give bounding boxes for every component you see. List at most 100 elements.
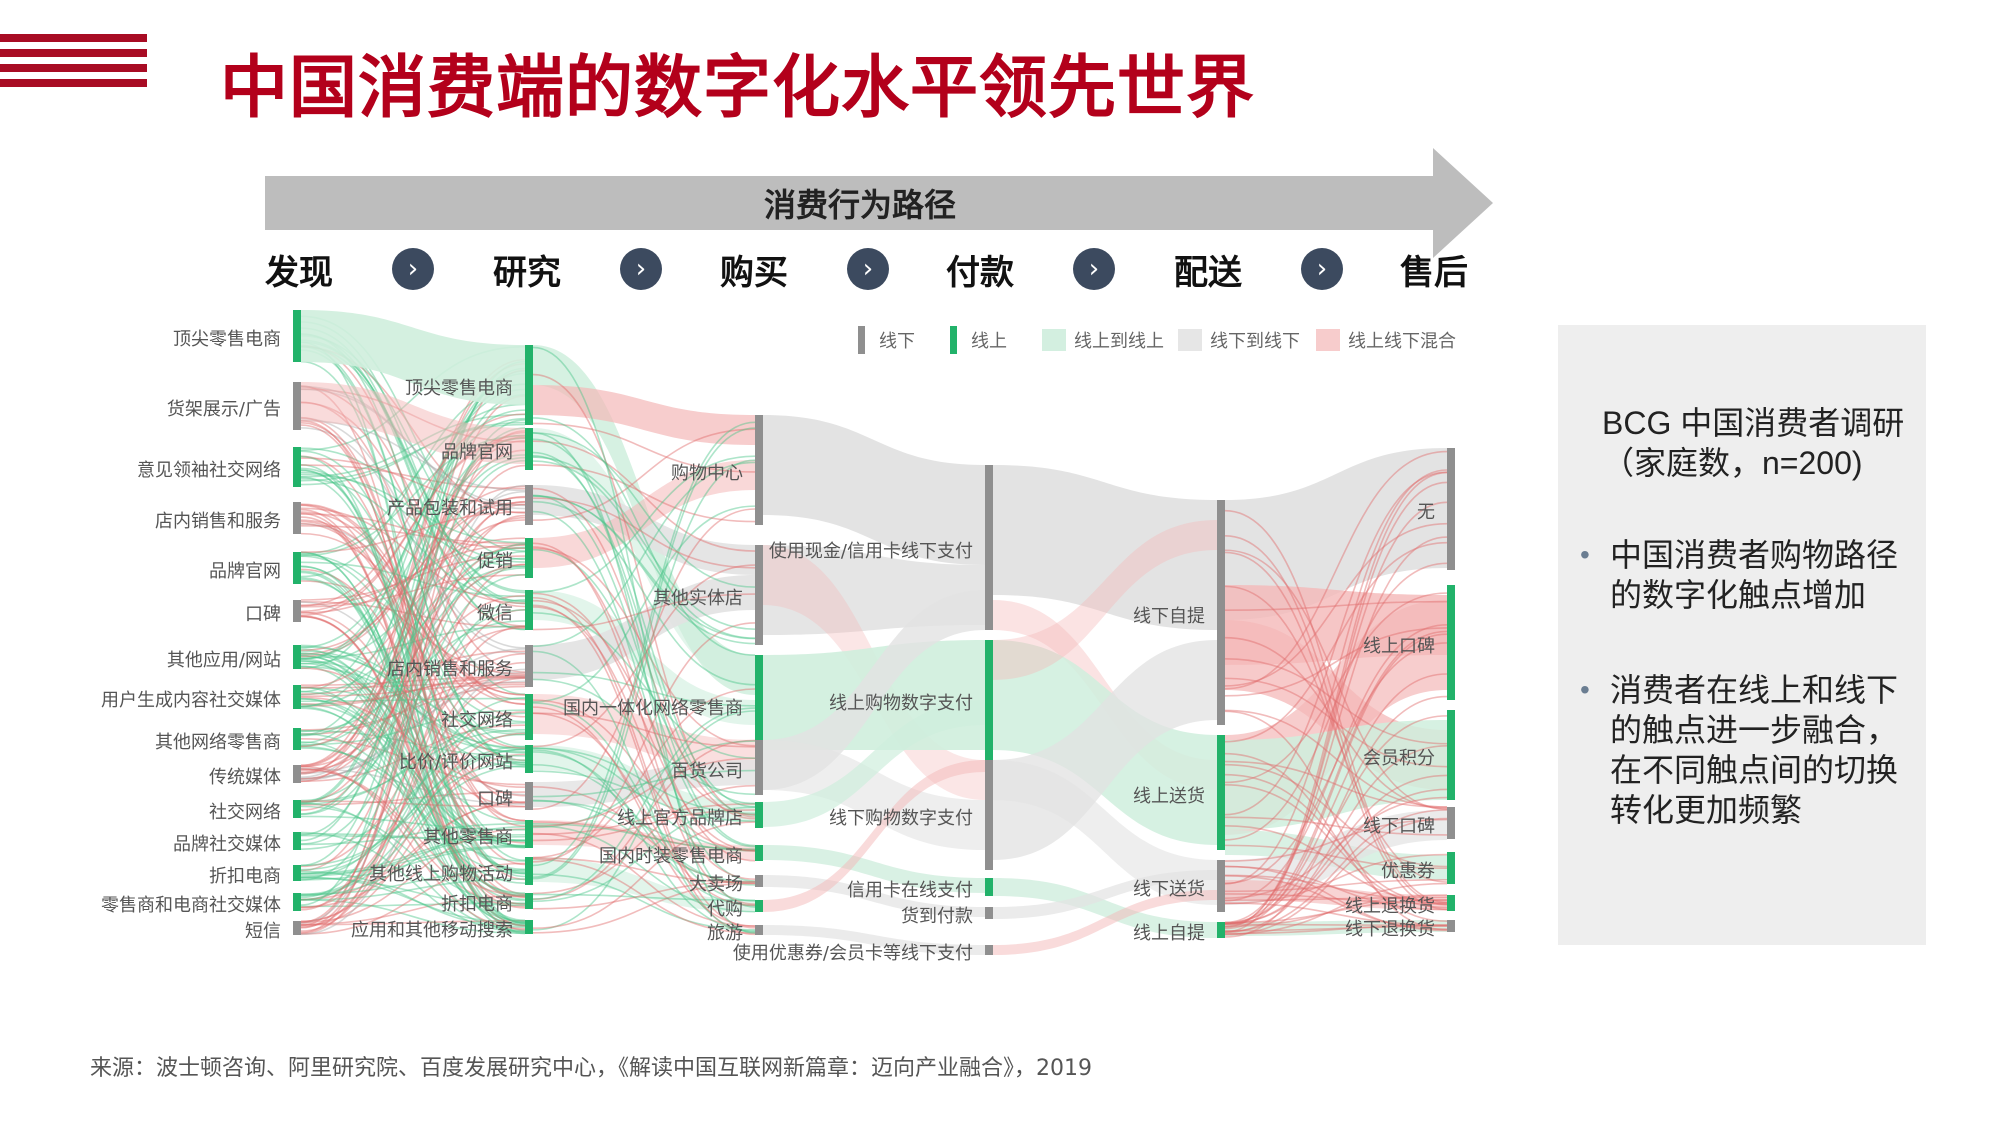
sankey-link [532, 460, 756, 639]
sankey-link [300, 660, 526, 922]
sankey-link [300, 877, 526, 907]
sankey-link [1224, 471, 1448, 816]
sankey-link [300, 724, 526, 783]
legend-offline-to-offline: 线下到线下 [1178, 328, 1300, 352]
path-arrow [265, 148, 1493, 258]
sankey-link [300, 675, 526, 687]
sankey-link [300, 341, 526, 925]
node-label: 线上退换货 [1345, 896, 1435, 917]
sankey-link [300, 862, 526, 935]
sankey-link [300, 801, 526, 909]
node-label: 货架展示/广告 [166, 399, 281, 420]
sankey-link [300, 419, 526, 881]
sankey-link [532, 487, 756, 820]
sankey-link [300, 543, 526, 607]
sankey-link [532, 857, 756, 884]
sankey-link [300, 563, 526, 780]
sankey-link [1224, 549, 1448, 810]
sankey-node [293, 765, 301, 783]
sankey-link [300, 567, 526, 747]
sankey-link [763, 700, 985, 827]
sankey-link [300, 686, 526, 753]
legend-online-to-online: 线上到线上 [1042, 328, 1164, 352]
sankey-link [532, 440, 756, 552]
sankey-link [532, 455, 756, 594]
sankey-link [300, 459, 526, 815]
bullet-icon: • [1580, 674, 1590, 705]
sankey-link [993, 878, 1217, 938]
sankey-link [1224, 752, 1448, 922]
sankey-link [300, 580, 526, 675]
panel-bullet: • 中国消费者购物路径的数字化触点增加 [1580, 537, 1899, 613]
sankey-link [300, 503, 526, 811]
sankey-link [1224, 875, 1448, 931]
sankey-node [985, 878, 993, 896]
panel-heading: BCG 中国消费者调研（家庭数，n=200) [1602, 405, 1905, 481]
sankey-link [300, 683, 526, 698]
sankey-link [532, 510, 756, 882]
sankey-link [532, 707, 756, 900]
node-label: 无 [1417, 502, 1435, 523]
sankey-link [532, 546, 756, 862]
sankey-link [300, 707, 526, 894]
sankey-link [1224, 658, 1448, 745]
sankey-link [1224, 760, 1448, 809]
sankey-link [532, 749, 756, 932]
sankey-link [532, 650, 756, 933]
sankey-node [525, 745, 533, 773]
sankey-link [993, 760, 1217, 905]
node-label: 应用和其他移动搜索 [351, 920, 513, 941]
sankey-link [1224, 763, 1448, 868]
node-label: 产品包装和试用 [387, 498, 513, 519]
sankey-link [300, 815, 526, 831]
sankey-link [300, 565, 526, 873]
sankey-link [300, 627, 526, 772]
sankey-link [300, 577, 526, 874]
sankey-link [300, 594, 526, 768]
sankey-node [293, 832, 301, 850]
sankey-node [755, 655, 763, 755]
sankey-link [1224, 899, 1448, 924]
sankey-link [532, 417, 756, 656]
sankey-link [1224, 585, 1448, 883]
sankey-link [300, 620, 526, 733]
sankey-link [532, 803, 756, 836]
sankey-link [300, 690, 526, 849]
sankey-link [300, 748, 526, 896]
sankey-link [532, 806, 756, 903]
sankey-link [300, 571, 526, 935]
sankey-node [293, 921, 301, 935]
sankey-node [1217, 500, 1225, 725]
sankey-link [1224, 522, 1448, 687]
sankey-link [1224, 893, 1448, 905]
sankey-link [300, 646, 526, 736]
node-label: 使用现金/信用卡线下支付 [768, 540, 973, 562]
sankey-node [755, 802, 763, 828]
sankey-link [1224, 853, 1448, 905]
sankey-link [532, 712, 756, 907]
sankey-link [1224, 783, 1448, 909]
sankey-node [293, 600, 301, 622]
sankey-link [300, 496, 526, 658]
sankey-link [763, 415, 985, 565]
sankey-node [755, 545, 763, 645]
sankey-link [532, 712, 756, 748]
arrow-label: 消费行为路径 [763, 186, 956, 224]
sankey-link [300, 500, 526, 872]
sankey-link [1224, 509, 1448, 904]
sankey-link [532, 500, 756, 686]
sankey-node [1447, 895, 1455, 911]
sankey-link [532, 751, 756, 907]
sankey-link [1225, 920, 1447, 936]
sankey-link [300, 550, 526, 816]
sankey-link [1224, 896, 1448, 902]
sankey-node [985, 465, 993, 630]
sankey-link [1224, 894, 1448, 928]
sankey-node [1447, 920, 1455, 932]
sankey-node [293, 502, 301, 534]
node-label: 线上官方品牌店 [617, 808, 743, 829]
sankey-link [533, 694, 755, 770]
node-label: 品牌社交媒体 [173, 834, 281, 855]
node-label: 顶尖零售电商 [405, 378, 513, 399]
sankey-link [532, 606, 756, 880]
